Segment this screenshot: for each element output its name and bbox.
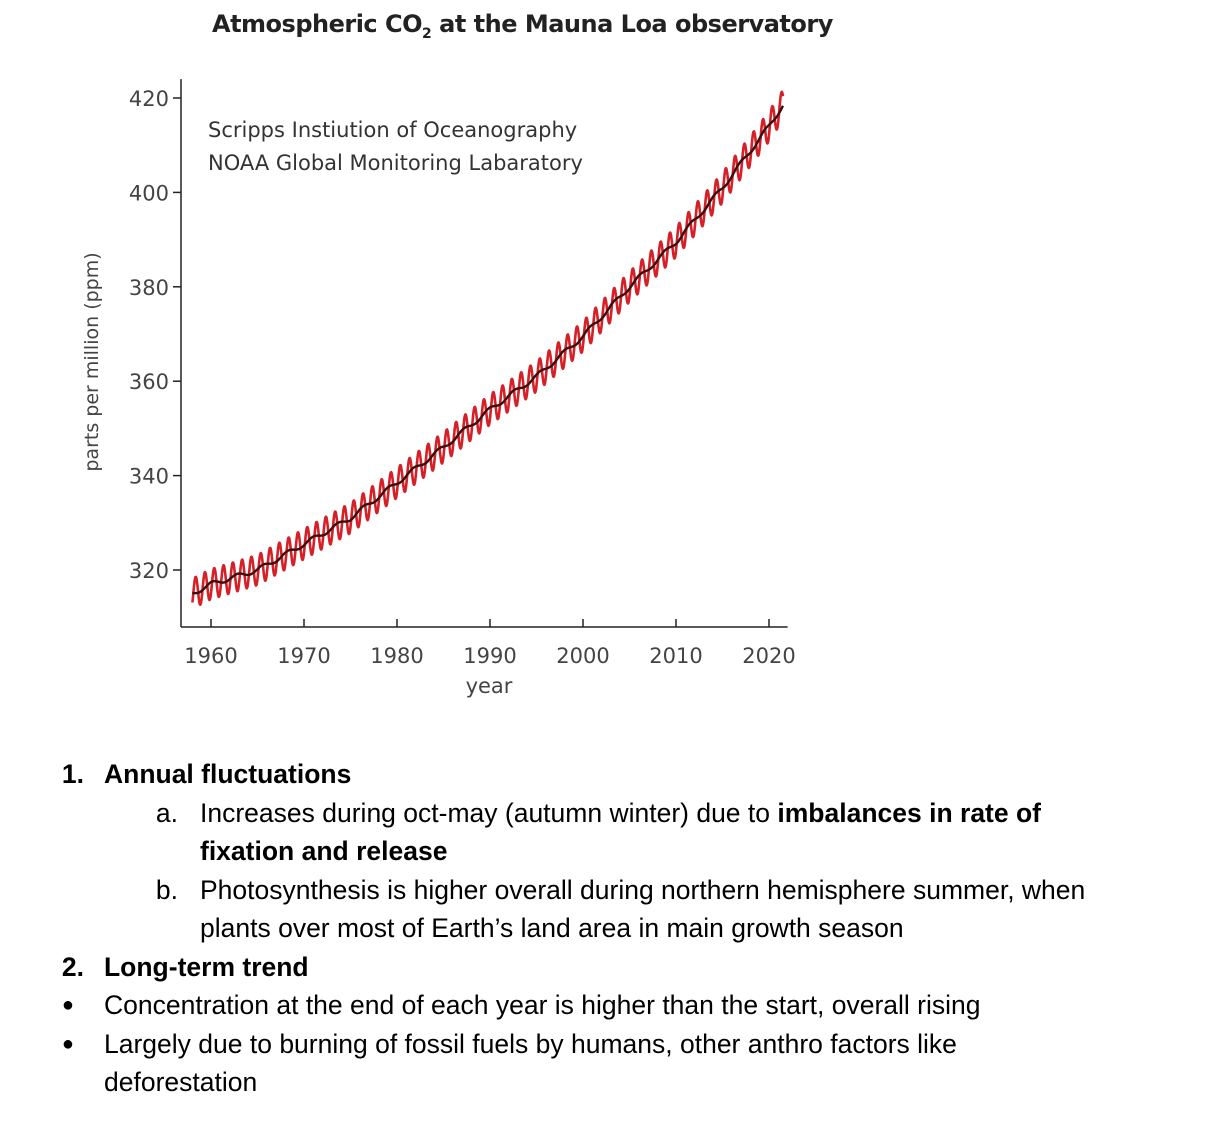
notes: 1. Annual fluctuations a. Increases duri… — [0, 755, 1208, 1102]
note-text: Increases during oct-may (autumn winter)… — [200, 797, 778, 828]
y-tick-label: 380 — [129, 276, 169, 300]
list-marker: a. — [155, 797, 178, 828]
note-item-1a: a. Increases during oct-may (autumn wint… — [0, 794, 1208, 833]
trend-co2-series — [192, 105, 785, 595]
chart-annotation-line-2: NOAA Global Monitoring Labaratory — [208, 151, 583, 175]
y-tick-label: 340 — [129, 465, 169, 489]
note-text: deforestation — [104, 1067, 258, 1097]
note-text: Largely due to burning of fossil fuels b… — [104, 1028, 957, 1059]
x-tick-label: 1970 — [277, 644, 330, 668]
list-marker: 2. — [61, 951, 84, 982]
note-text: Photosynthesis is higher overall during … — [200, 874, 1086, 905]
x-tick-label: 1960 — [184, 644, 237, 668]
x-tick-label: 1980 — [370, 644, 423, 668]
note-bold-text: fixation and release — [200, 836, 448, 866]
bullet-icon: ● — [61, 994, 74, 1016]
y-tick-label: 360 — [129, 370, 169, 394]
note-item-1b: b. Photosynthesis is higher overall duri… — [0, 871, 1208, 910]
note-item-1: 1. Annual fluctuations — [0, 755, 1208, 794]
bullet-icon: ● — [61, 1032, 74, 1055]
y-tick-label: 320 — [129, 559, 169, 583]
x-tick-label: 2000 — [556, 644, 609, 668]
y-tick-label: 400 — [129, 181, 169, 205]
chart-annotation-line-1: Scripps Instiution of Oceanography — [208, 118, 577, 142]
bullet-item: ● Largely due to burning of fossil fuels… — [0, 1025, 1208, 1064]
list-marker: b. — [155, 874, 178, 905]
note-text: plants over most of Earth’s land area in… — [200, 913, 904, 943]
y-axis-label: parts per million (ppm) — [81, 252, 103, 471]
co2-chart: Atmospheric CO2 at the Mauna Loa observa… — [0, 0, 833, 720]
x-axis-label: year — [466, 674, 513, 698]
note-bold-text: imbalances in rate of — [777, 797, 1041, 828]
note-text: Concentration at the end of each year is… — [104, 990, 981, 1020]
note-item-1b-cont: plants over most of Earth’s land area in… — [0, 909, 1208, 948]
x-tick-label: 2020 — [742, 644, 795, 668]
x-tick-label: 1990 — [463, 644, 516, 668]
list-marker: 1. — [61, 759, 84, 789]
note-title: Long-term trend — [104, 951, 309, 982]
chart-title: Atmospheric CO2 at the Mauna Loa observa… — [212, 10, 833, 42]
bullet-item: ● Concentration at the end of each year … — [0, 986, 1208, 1025]
bullet-item-cont: deforestation — [0, 1063, 1208, 1102]
note-item-2: 2. Long-term trend — [0, 948, 1208, 987]
y-tick-label: 420 — [129, 87, 169, 111]
note-item-1a-cont: fixation and release — [0, 832, 1208, 871]
x-tick-label: 2010 — [649, 644, 702, 668]
note-title: Annual fluctuations — [104, 759, 352, 789]
chart-plot: 320 340 360 380 400 420 1960 1970 1980 1990 2000 20… — [81, 79, 796, 698]
